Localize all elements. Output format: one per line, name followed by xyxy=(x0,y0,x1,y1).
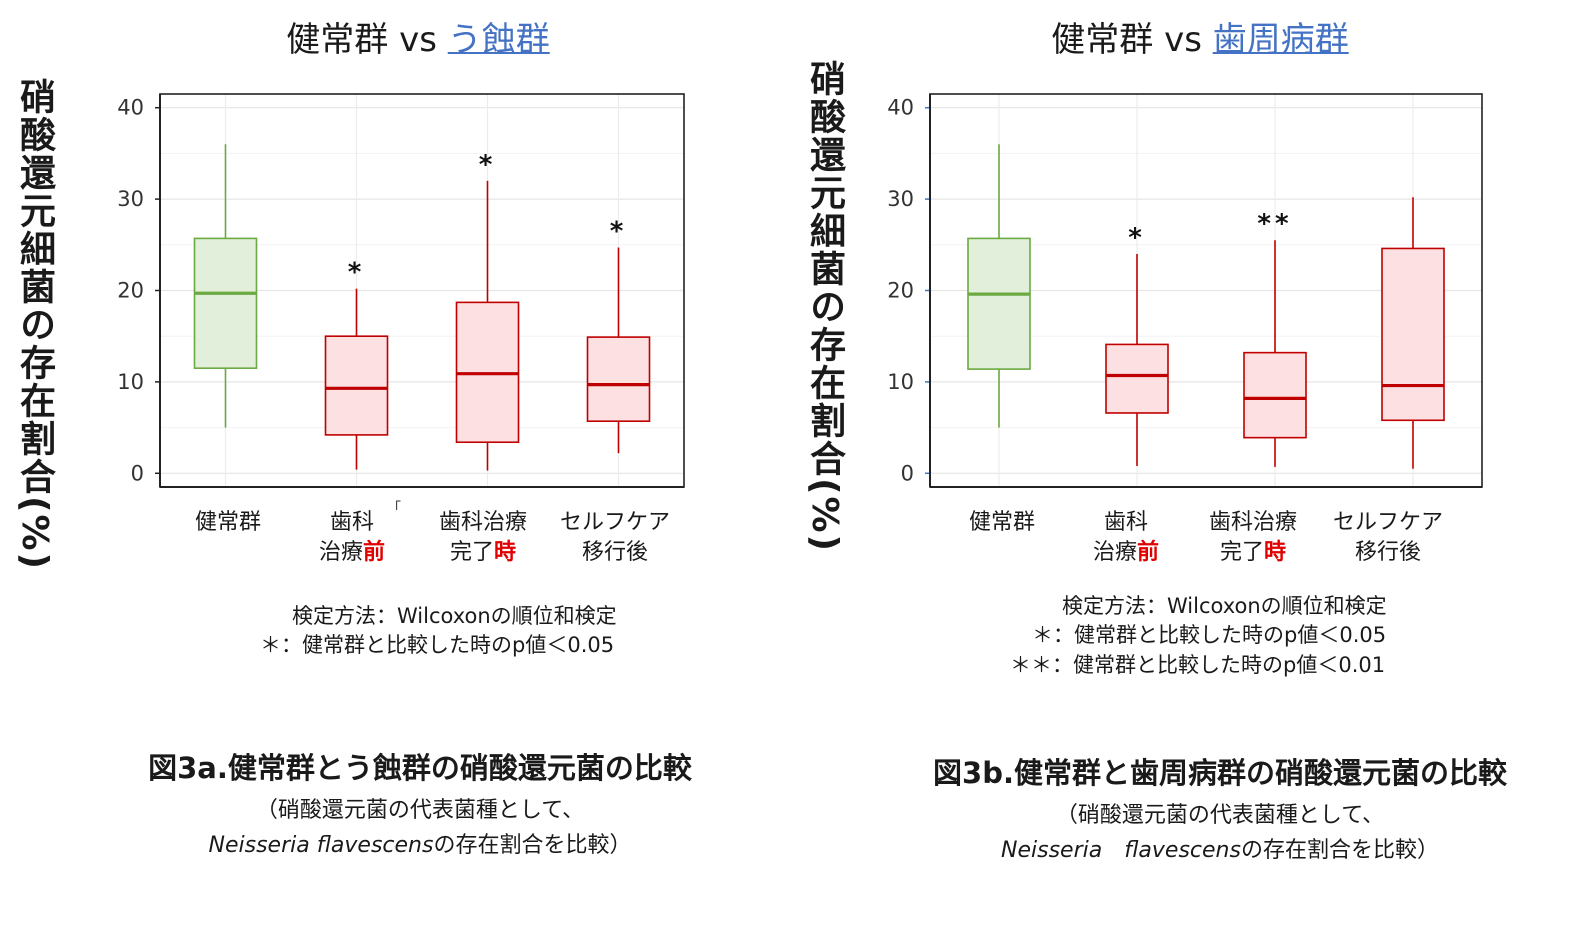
subcaption-line2: の存在割合を比較） xyxy=(1240,838,1439,864)
x-label-line: 完了 xyxy=(449,539,494,565)
y-axis-label-right: 硝酸還元細菌の存在割合(%) xyxy=(804,60,845,553)
x-label-complete-right: 歯科治療 完了時 xyxy=(1183,508,1323,567)
y-tick-label: 20 xyxy=(887,279,914,303)
y-tick-label: 0 xyxy=(131,461,144,485)
significance-marker: ** xyxy=(1257,209,1292,239)
box-iqr xyxy=(1243,351,1307,439)
x-label-selfcare-left: セルフケア 移行後 xyxy=(545,508,685,567)
significance-marker: * xyxy=(348,258,366,288)
significance-marker: * xyxy=(1128,223,1146,253)
y-tick-label: 10 xyxy=(117,370,144,394)
figure-caption-3b: 図3b.健常群と歯周病群の硝酸還元菌の比較 xyxy=(933,756,1507,790)
x-label-line: 歯科治療 xyxy=(438,510,527,535)
significance-marker: * xyxy=(479,150,497,180)
stat-notes-right: 検定方法：Wilcoxonの順位和検定 ＊：健常群と比較した時のp値＜0.05 … xyxy=(1010,592,1387,680)
x-label-highlight: 前 xyxy=(1137,539,1160,565)
x-label-line: セルフケア xyxy=(559,510,670,535)
stray-mark: ｢ xyxy=(394,501,401,517)
box-iqr xyxy=(193,237,258,369)
x-label-highlight: 前 xyxy=(363,539,386,565)
figure-subcaption-3b: （硝酸還元菌の代表菌種として、 Neisseria flavescensの存在割… xyxy=(900,798,1540,868)
y-tick-label: 0 xyxy=(901,461,914,485)
y-tick-label: 40 xyxy=(117,96,144,120)
subcaption-line1: （硝酸還元菌の代表菌種として、 xyxy=(1055,803,1385,828)
y-tick-label: 10 xyxy=(887,370,914,394)
stat-notes-left: 検定方法：Wilcoxonの順位和検定 ＊：健常群と比較した時のp値＜0.05 xyxy=(260,602,617,661)
title-prefix: 健常群 vs xyxy=(1051,20,1213,60)
y-tick-label: 40 xyxy=(887,96,914,120)
note-sig-05: ＊：健常群と比較した時のp値＜0.05 xyxy=(260,633,615,658)
box-iqr xyxy=(1105,343,1169,414)
x-label-highlight: 時 xyxy=(1264,539,1287,565)
x-label-line: 完了 xyxy=(1219,539,1264,565)
x-label-line: 治療 xyxy=(318,539,363,565)
chart-title-caries: 健常群 vs う蝕群 xyxy=(258,12,578,61)
significance-marker: * xyxy=(610,217,628,247)
title-link-periodontal[interactable]: 歯周病群 xyxy=(1212,20,1349,60)
x-label-line: 歯科治療 xyxy=(1208,510,1297,535)
figure-subcaption-3a: （硝酸還元菌の代表菌種として、 Neisseria flavescensの存在割… xyxy=(110,793,730,863)
box-iqr xyxy=(324,335,389,436)
x-label-line: 移行後 xyxy=(581,539,648,565)
x-label-line: 歯科 xyxy=(329,510,374,535)
y-axis-label-left: 硝酸還元細菌の存在割合(%) xyxy=(14,78,55,571)
title-link-caries[interactable]: う蝕群 xyxy=(447,20,550,60)
box-iqr xyxy=(967,237,1031,370)
x-label-line: セルフケア xyxy=(1332,510,1443,535)
x-label-healthy-right: 健常群 xyxy=(942,508,1062,538)
x-label-line: 歯科 xyxy=(1103,510,1148,535)
x-label-before-left: 歯科 治療前 xyxy=(292,508,412,567)
x-label-highlight: 時 xyxy=(494,539,517,565)
note-sig-05: ＊：健常群と比較した時のp値＜0.05 xyxy=(1032,623,1387,648)
x-label-complete-left: 歯科治療 完了時 xyxy=(413,508,553,567)
x-label-healthy-left: 健常群 xyxy=(168,508,288,538)
note-method: 検定方法：Wilcoxonの順位和検定 xyxy=(1062,594,1387,618)
species-name: Neisseria flavescens xyxy=(208,833,434,859)
title-prefix: 健常群 vs xyxy=(286,20,448,60)
x-label-selfcare-right: セルフケア 移行後 xyxy=(1318,508,1458,567)
boxplot-caries: 0 10 20 30 40 * * * xyxy=(117,93,685,488)
x-label-line: 健常群 xyxy=(968,510,1035,535)
y-tick-label: 20 xyxy=(117,279,144,303)
note-method: 検定方法：Wilcoxonの順位和検定 xyxy=(292,604,617,628)
x-label-line: 移行後 xyxy=(1354,539,1421,565)
subcaption-line1: （硝酸還元菌の代表菌種として、 xyxy=(255,798,585,823)
x-label-line: 健常群 xyxy=(194,510,261,535)
box-iqr xyxy=(1381,247,1445,422)
species-name: Neisseria flavescens xyxy=(1001,838,1241,864)
box-iqr xyxy=(586,336,651,422)
y-tick-label: 30 xyxy=(117,187,144,211)
y-tick-label: 30 xyxy=(887,187,914,211)
figure-caption-3a: 図3a.健常群とう蝕群の硝酸還元菌の比較 xyxy=(148,751,692,785)
x-label-line: 治療 xyxy=(1092,539,1137,565)
subcaption-line2: の存在割合を比較） xyxy=(433,833,632,859)
chart-title-periodontal: 健常群 vs 歯周病群 xyxy=(1020,12,1380,61)
x-label-before-right: 歯科 治療前 xyxy=(1066,508,1186,567)
note-sig-01: ＊＊：健常群と比較した時のp値＜0.01 xyxy=(1010,652,1386,677)
